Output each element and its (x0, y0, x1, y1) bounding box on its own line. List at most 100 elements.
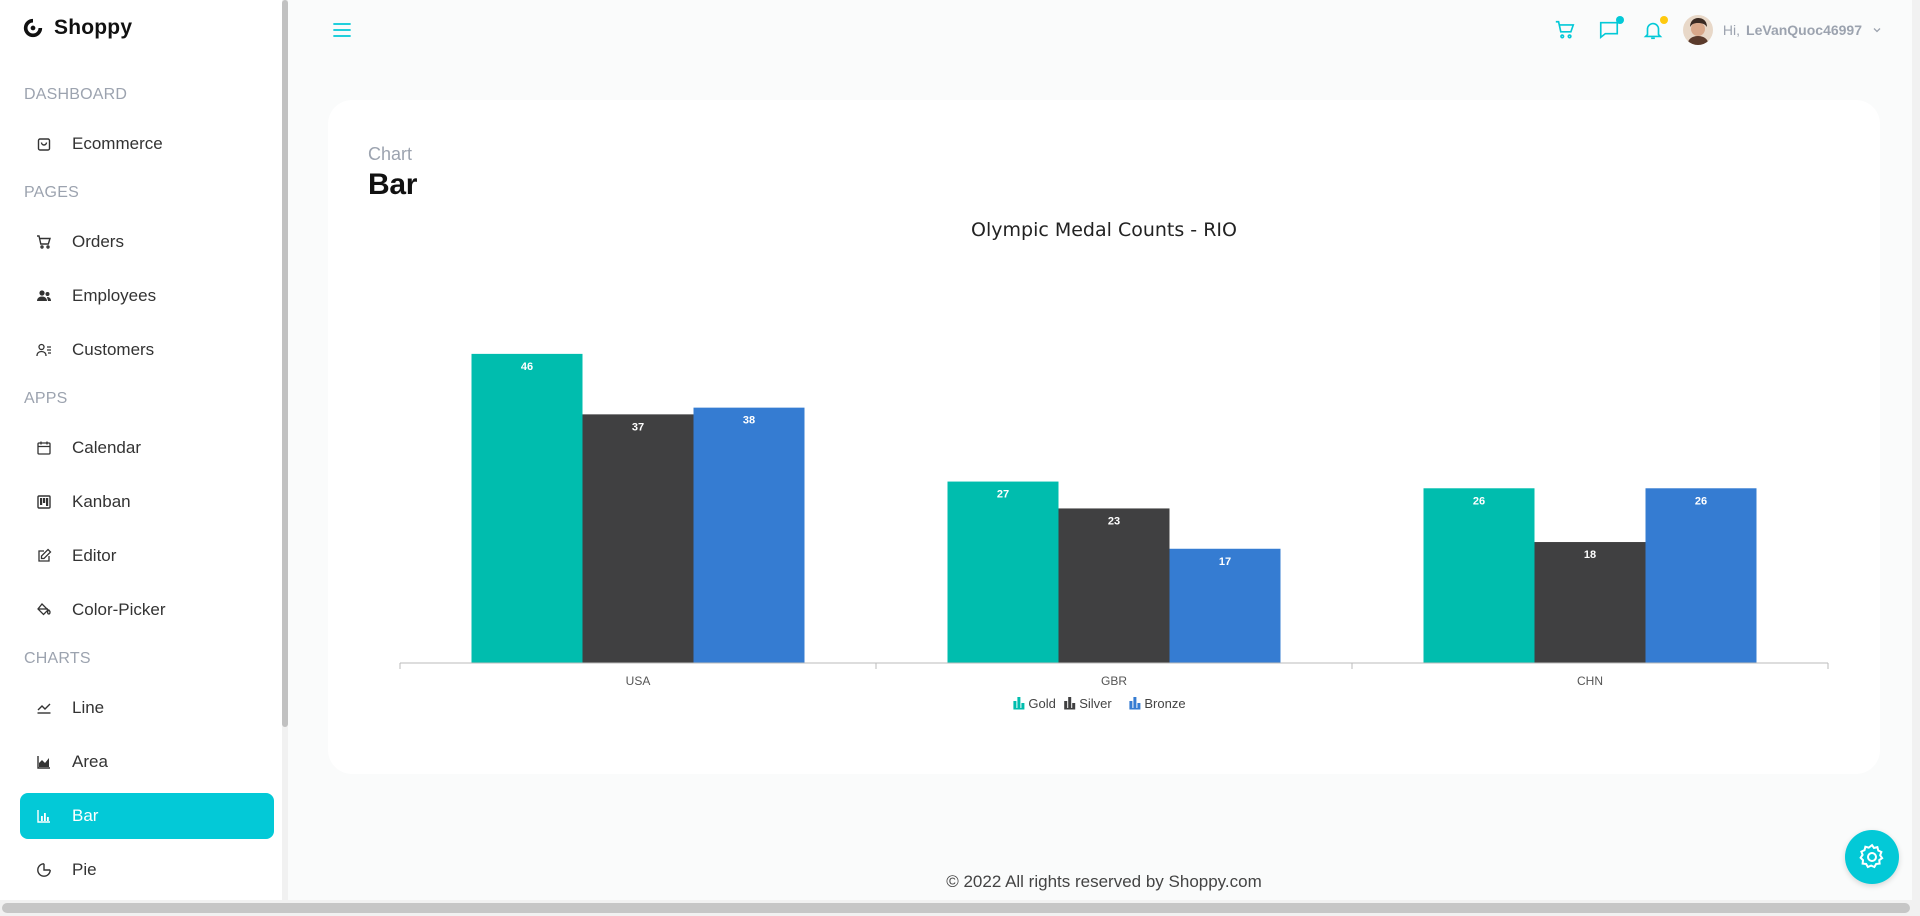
bar-bronze-usa[interactable] (693, 407, 805, 663)
sidebar-item-label: Employees (72, 286, 157, 305)
chart-title: Olympic Medal Counts - RIO (971, 219, 1237, 241)
cart-icon (36, 234, 52, 250)
topbar-actions: Hi, LeVanQuoc46997 (1533, 12, 1882, 48)
chat-button[interactable] (1597, 16, 1624, 42)
sidebar-item-area[interactable]: Area (20, 739, 274, 785)
chevron-down-icon[interactable] (1872, 25, 1882, 35)
sidebar-item-label: Bar (72, 806, 99, 825)
bar-gold-gbr[interactable] (947, 481, 1059, 663)
sidebar-item-label: Customers (72, 340, 155, 359)
legend-label: Bronze (1144, 696, 1185, 711)
sidebar-item-label: Kanban (72, 492, 131, 511)
legend-bar-icon (1064, 708, 1076, 710)
sidebar-scrollbar[interactable] (282, 0, 288, 900)
paint-bucket-icon (36, 602, 52, 618)
x-tick-label-chn: CHN (1577, 674, 1603, 688)
legend-bar-icon (1017, 697, 1021, 708)
bar-gold-usa[interactable] (471, 353, 583, 663)
bar-chart: Olympic Medal Counts - RIO 46 37 38 27 23 17 2… (399, 219, 1829, 711)
greeting-text: Hi, (1722, 22, 1741, 38)
page-title: Bar (368, 168, 418, 201)
sidebar-item-ecommerce[interactable]: Ecommerce (20, 121, 274, 167)
bar-value-label: 46 (521, 361, 533, 373)
bell-notification-dot (1659, 16, 1668, 24)
section-title-charts: CHARTS (24, 650, 91, 667)
bar-value-label: 17 (1219, 556, 1231, 568)
legend-label: Silver (1079, 696, 1112, 711)
sidebar-item-pie[interactable]: Pie (20, 847, 274, 893)
sidebar-item-label: Area (72, 752, 108, 771)
kanban-icon (36, 494, 52, 510)
sidebar-item-orders[interactable]: Orders (20, 219, 274, 265)
vertical-scrollbar[interactable] (1912, 0, 1920, 900)
legend-bar-icon (1137, 703, 1141, 708)
edit-icon (36, 548, 52, 564)
shopping-bag-icon (36, 136, 52, 152)
legend-bar-icon (1072, 703, 1076, 708)
chat-icon (1599, 21, 1618, 40)
notifications-button[interactable] (1641, 16, 1668, 42)
theme-settings-button[interactable] (1845, 830, 1899, 884)
avatar[interactable] (1682, 15, 1713, 45)
bar-value-label: 27 (997, 489, 1009, 501)
line-chart-icon (36, 700, 52, 716)
sidebar-item-label: Pie (72, 860, 97, 879)
legend-bar-icon (1133, 697, 1137, 708)
legend-bar-icon (1021, 703, 1025, 708)
sidebar-item-color-picker[interactable]: Color-Picker (20, 587, 274, 633)
bar-value-label: 18 (1584, 549, 1596, 561)
horizontal-scrollbar-thumb[interactable] (2, 903, 1910, 913)
x-tick-label-gbr: GBR (1101, 674, 1127, 688)
sidebar-item-kanban[interactable]: Kanban (20, 479, 274, 525)
sidebar-item-line[interactable]: Line (20, 685, 274, 731)
brand-name: Shoppy (54, 16, 133, 39)
bell-icon (1643, 22, 1663, 40)
bar-bronze-gbr[interactable] (1169, 548, 1281, 663)
bar-chart-icon (36, 808, 52, 824)
legend-bar-icon (1129, 701, 1133, 708)
username[interactable]: LeVanQuoc46997 (1746, 22, 1862, 38)
avatar-image-icon (1682, 15, 1713, 45)
calendar-icon (36, 440, 52, 456)
pie-chart-icon (36, 862, 52, 878)
legend-bar-icon (1013, 701, 1017, 708)
bar-silver-gbr[interactable] (1058, 508, 1170, 663)
sidebar-item-bar[interactable]: Bar (20, 793, 274, 839)
sidebar-scrollbar-thumb[interactable] (282, 0, 288, 727)
sidebar-item-calendar[interactable]: Calendar (20, 425, 274, 471)
section-title-dashboard: DASHBOARD (24, 86, 128, 103)
legend-bar-icon (1064, 701, 1068, 708)
cart-button[interactable] (1553, 18, 1577, 42)
sidebar-item-label: Editor (72, 546, 117, 565)
legend-label: Gold (1028, 696, 1055, 711)
bar-silver-chn[interactable] (1534, 542, 1646, 663)
bar-value-label: 26 (1695, 495, 1707, 507)
sidebar-item-customers[interactable]: Customers (20, 327, 274, 373)
section-title-pages: PAGES (24, 184, 79, 201)
menu-toggle-button[interactable] (332, 20, 352, 40)
user-list-icon (36, 342, 52, 358)
sidebar-item-label: Calendar (72, 438, 141, 457)
bar-value-label: 26 (1473, 495, 1485, 507)
sidebar-item-employees[interactable]: Employees (20, 273, 274, 319)
bar-gold-chn[interactable] (1423, 488, 1535, 663)
brand[interactable]: Shoppy (22, 16, 132, 40)
footer-copyright: © 2022 All rights reserved by Shoppy.com (946, 872, 1262, 891)
horizontal-scrollbar[interactable] (0, 900, 1920, 916)
sidebar-item-label: Orders (72, 232, 124, 251)
cart-icon (1555, 20, 1575, 39)
sidebar-item-label: Ecommerce (72, 134, 163, 153)
bar-silver-usa[interactable] (582, 414, 694, 663)
legend-item-gold[interactable]: Gold (1013, 696, 1056, 711)
people-icon (36, 288, 52, 304)
chat-notification-dot (1615, 16, 1624, 24)
menu-icon (333, 23, 351, 37)
legend-item-silver[interactable]: Silver (1064, 696, 1112, 711)
legend-item-bronze[interactable]: Bronze (1129, 696, 1186, 711)
sidebar-item-label: Line (72, 698, 105, 717)
sidebar-item-editor[interactable]: Editor (20, 533, 274, 579)
gear-icon (1859, 843, 1884, 869)
sidebar: Shoppy DASHBOARD Ecommerce PAGES Orders … (0, 0, 288, 900)
bar-bronze-chn[interactable] (1645, 488, 1757, 663)
legend-bar-icon (1129, 708, 1141, 710)
